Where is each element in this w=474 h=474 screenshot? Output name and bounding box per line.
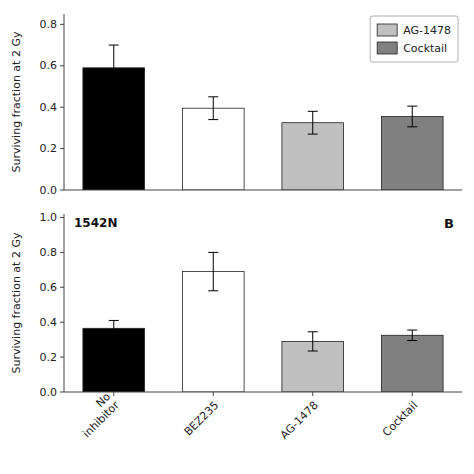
bar: [381, 116, 443, 190]
y-tick: [60, 107, 64, 108]
error-bar: [407, 330, 417, 340]
legend-swatch: [377, 42, 397, 54]
bar: [83, 328, 145, 392]
error-bar: [407, 106, 417, 127]
y-tick-label: 0.2: [40, 142, 58, 155]
legend-frame: [370, 16, 458, 62]
x-tick: [312, 392, 313, 396]
y-tick-label: 0.0: [40, 386, 58, 399]
y-tick-label: 0.0: [40, 184, 58, 197]
x-tick-label: AG-1478: [278, 399, 321, 442]
x-tick: [113, 392, 114, 396]
annotation: 1542N: [74, 216, 117, 230]
x-tick-label: BEZ235: [182, 399, 222, 439]
y-tick: [60, 65, 64, 66]
error-bar: [308, 332, 318, 351]
y-tick: [60, 392, 64, 393]
y-tick-label: 0.8: [40, 246, 58, 259]
x-axis-line: [64, 392, 462, 393]
x-tick-label: Noinhibitor: [72, 390, 122, 440]
x-tick: [213, 392, 214, 396]
panel: 0.0 0.2 0.4 0.6 0.8 1.0 Noinhibitor BEZ235 AG-14…: [10, 211, 462, 442]
y-tick: [60, 252, 64, 253]
annotation: B: [444, 216, 454, 231]
y-tick-label: 0.8: [40, 18, 58, 31]
legend-label: Cocktail: [403, 42, 447, 55]
panel: 0.0 0.2 0.4 0.6 0.8 Surviving fraction at 2 G…: [10, 14, 462, 197]
y-tick: [60, 24, 64, 25]
y-tick-label: 0.4: [40, 101, 58, 114]
legend: AG-1478 Cocktail: [370, 16, 458, 62]
error-bar: [208, 97, 218, 120]
x-axis-line: [64, 190, 462, 191]
error-bar: [109, 320, 119, 336]
legend-label: AG-1478: [403, 24, 451, 37]
x-tick: [412, 392, 413, 396]
x-tick-label: Cocktail: [380, 399, 420, 439]
bar: [381, 335, 443, 392]
y-tick: [60, 190, 64, 191]
bar: [182, 108, 244, 190]
error-bar: [208, 252, 218, 290]
y-tick-label: 0.4: [40, 316, 58, 329]
y-axis-line: [64, 14, 65, 190]
y-tick-label: 0.6: [40, 281, 58, 294]
y-tick: [60, 217, 64, 218]
error-bar: [308, 111, 318, 134]
plot-area: [83, 252, 443, 392]
error-bar: [109, 45, 119, 91]
y-tick-label: 0.6: [40, 59, 58, 72]
y-tick: [60, 357, 64, 358]
figure: 0.0 0.2 0.4 0.6 0.8 Surviving fraction at 2 G…: [0, 0, 474, 474]
y-axis-label: Surviving fraction at 2 Gy: [10, 31, 23, 172]
y-tick-label: 1.0: [40, 211, 58, 224]
y-tick-label: 0.2: [40, 351, 58, 364]
y-tick: [60, 287, 64, 288]
plot-area: [83, 45, 443, 190]
y-tick: [60, 148, 64, 149]
y-tick: [60, 322, 64, 323]
y-axis-label: Surviving fraction at 2 Gy: [10, 232, 23, 373]
y-axis-line: [64, 214, 65, 392]
legend-swatch: [377, 24, 397, 36]
